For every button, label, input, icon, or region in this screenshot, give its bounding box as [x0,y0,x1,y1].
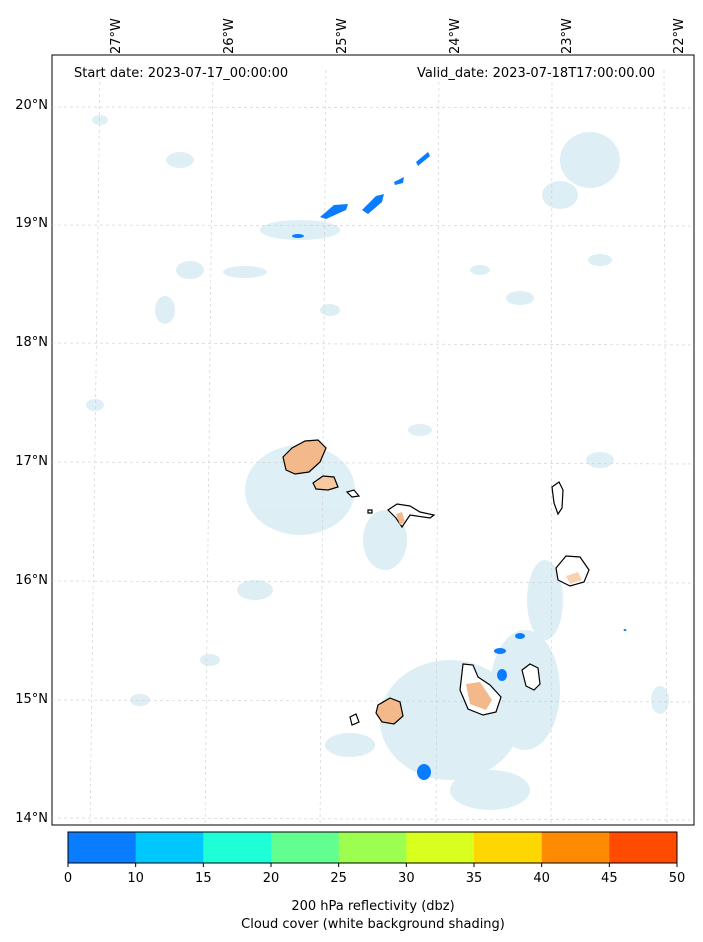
reflectivity-cells [292,152,627,780]
colorbar-tick-label: 45 [601,871,618,886]
colorbar-tick-label: 25 [330,871,347,886]
colorbar-tick-label: 20 [262,871,280,886]
lat-label-19n: 19°N [15,216,48,231]
lat-label-14n: 14°N [15,811,48,826]
lon-label-23w: 23°W [560,18,575,54]
colorbar [67,831,678,867]
start-date-label: Start date: 2023-07-17_00:00:00 [74,66,289,81]
lat-label-15n: 15°N [15,692,48,707]
cloud-cover-note: Cloud cover (white background shading) [241,917,505,932]
lon-label-26w: 26°W [222,18,237,54]
cape-verde-islands [282,439,590,726]
valid-date-label: Valid_date: 2023-07-18T17:00:00.00 [417,66,656,81]
colorbar-segment [68,832,137,863]
colorbar-tick-label: 0 [63,871,73,886]
lat-label-17n: 17°N [15,454,48,469]
colorbar-segment [541,832,610,863]
graticule [51,69,695,826]
colorbar-tick-label: 35 [465,871,483,886]
colorbar-segment [338,832,407,863]
colorbar-segment [135,832,204,863]
colorbar-tick-label: 40 [533,871,550,886]
colorbar-segment [203,832,272,863]
colorbar-segment [609,832,678,863]
lat-label-18n: 18°N [15,335,48,350]
lon-label-24w: 24°W [448,18,463,54]
cloud-cover-shading [86,115,669,810]
colorbar-segment [474,832,543,863]
lon-label-22w: 22°W [672,18,687,54]
colorbar-segment [271,832,340,863]
colorbar-label: 200 hPa reflectivity (dbz) [291,899,455,914]
colorbar-tick-label: 15 [195,871,212,886]
lat-label-16n: 16°N [15,573,48,588]
colorbar-tick-label: 30 [398,871,415,886]
colorbar-tick-label: 10 [127,871,144,886]
lon-label-25w: 25°W [335,18,350,54]
lon-label-27w: 27°W [109,18,124,54]
colorbar-frame [67,831,678,864]
colorbar-segment [406,832,475,863]
colorbar-tick-label: 50 [668,871,686,886]
lat-label-20n: 20°N [15,98,48,113]
